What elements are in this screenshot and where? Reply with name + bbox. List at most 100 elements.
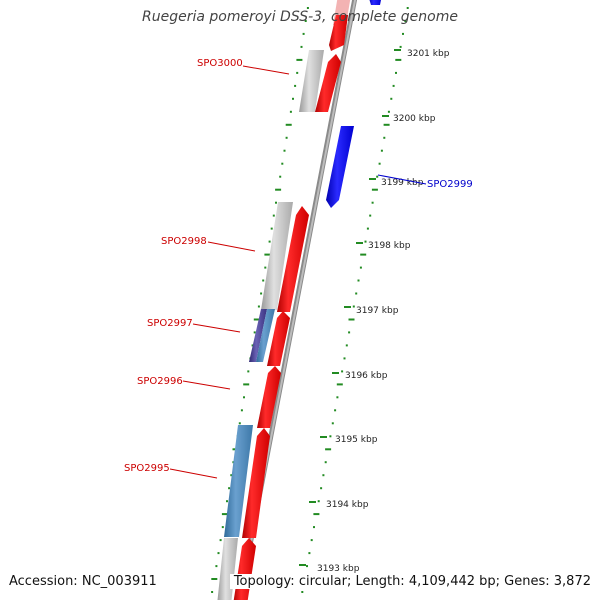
ruler-dot (253, 331, 256, 334)
cog-bar (261, 202, 293, 310)
ruler-dot (366, 227, 369, 230)
ruler-dot (296, 58, 303, 61)
ruler-dot (304, 20, 307, 22)
ruler-dot (302, 32, 305, 35)
ruler-dot (341, 370, 344, 373)
kbp-label: 3201 kbp (407, 49, 450, 59)
gene-arrow-reverse (369, 0, 381, 5)
ruler-dot (260, 292, 263, 295)
gene-label-spo2998[interactable]: SPO2998 (161, 236, 207, 247)
ruler-dot (348, 331, 351, 334)
ruler-dot (306, 565, 308, 568)
ruler-dot (215, 565, 218, 568)
gene-label-spo3000[interactable]: SPO3000 (197, 58, 243, 69)
ruler-dot (279, 175, 282, 178)
gene-label-spo2996[interactable]: SPO2996 (137, 376, 183, 387)
ruler-dot (380, 149, 383, 152)
gene-arrow-forward (329, 15, 348, 51)
label-leader (207, 241, 256, 252)
ruler-dot (329, 435, 332, 438)
ruler-dot (383, 123, 390, 126)
kbp-label: 3198 kbp (368, 241, 411, 251)
ruler-dot (294, 84, 297, 87)
ruler-dot (221, 526, 224, 529)
ruler-dot (357, 279, 360, 282)
gene-label-spo2999[interactable]: SPO2999 (427, 179, 473, 190)
ruler-dot (211, 591, 214, 593)
ruler-dot (392, 84, 395, 87)
ruler-dot (371, 188, 378, 191)
length-label: Length: (355, 574, 405, 589)
ruler-dot (243, 383, 250, 386)
cog-bar (224, 425, 253, 537)
ruler-dot (281, 162, 284, 165)
ruler-dot (352, 305, 355, 308)
ruler-dot (364, 240, 367, 243)
ruler-dot (268, 240, 271, 243)
gene-arrow-forward (315, 54, 341, 112)
ruler-dot (226, 500, 228, 503)
gene-arrow-forward (277, 206, 309, 312)
ruler-dot (238, 422, 241, 425)
label-leader (169, 468, 218, 479)
cog-bar (299, 50, 324, 112)
ruler-dot (334, 409, 337, 412)
gene-label-spo2995[interactable]: SPO2995 (124, 463, 170, 474)
ruler-dot (313, 526, 315, 529)
gene-arrow-forward (267, 311, 290, 366)
kbp-ruler: 3201 kbp 3200 kbp 3199 kbp 3198 kbp 3197… (299, 49, 450, 574)
ruler-dot (264, 266, 267, 269)
ruler-dot (257, 305, 260, 308)
kbp-label: 3194 kbp (326, 500, 369, 510)
ruler-dot (285, 136, 288, 139)
gene-label-spo2997[interactable]: SPO2997 (147, 318, 193, 329)
ruler-dot (243, 396, 245, 399)
ruler-dot (331, 422, 334, 425)
kbp-label: 3197 kbp (356, 306, 399, 316)
ruler-dot (320, 487, 323, 490)
ruler-dot (275, 201, 277, 204)
ruler-dot (345, 344, 348, 347)
ruler-dot (399, 45, 402, 48)
gene-arrow-forward (257, 366, 281, 428)
label-leader (377, 174, 427, 185)
ruler-dot (285, 123, 292, 126)
label-leader (182, 380, 231, 390)
ruler-dot (289, 110, 292, 113)
ruler-dot (313, 513, 320, 516)
ruler-dot (292, 97, 294, 100)
ruler-dot (406, 7, 409, 9)
topology-value: circular; (298, 574, 352, 589)
ruler-dot (359, 266, 362, 269)
ruler-dot (336, 383, 343, 386)
ruler-dot (275, 188, 282, 191)
ruler-dot (378, 162, 381, 165)
ruler-dot (211, 578, 218, 580)
genome-backbone-highlight (238, 0, 357, 600)
gene-arrow-reverse (326, 126, 354, 208)
ruler-dot (376, 175, 379, 178)
ruler-dot (219, 539, 222, 542)
ruler-dot (343, 357, 346, 360)
label-leader (192, 323, 241, 333)
kbp-label: 3200 kbp (393, 114, 436, 124)
ruler-dot (336, 396, 339, 399)
cog-bar (256, 309, 275, 362)
ruler-dot (325, 448, 332, 451)
accession-label: Accession: (9, 574, 78, 589)
kbp-label: 3195 kbp (335, 435, 378, 445)
map-title: Ruegeria pomeroyi DSS-3, complete genome (142, 9, 458, 25)
kbp-label: 3199 kbp (381, 178, 424, 188)
label-leader (242, 65, 290, 75)
kbp-label: 3196 kbp (345, 371, 388, 381)
ruler-dot (301, 591, 304, 593)
ruler-dot (308, 552, 311, 555)
ruler-dot (395, 58, 402, 61)
kbp-label: 3193 kbp (317, 564, 360, 574)
ruler-dot (369, 214, 372, 217)
gene-labels: SPO3000 SPO2999 SPO2998 SPO2997 SPO2996 … (124, 58, 473, 479)
gene-arrow-forward (242, 428, 270, 538)
ruler-dot (348, 318, 355, 321)
ruler-dot (387, 110, 390, 113)
